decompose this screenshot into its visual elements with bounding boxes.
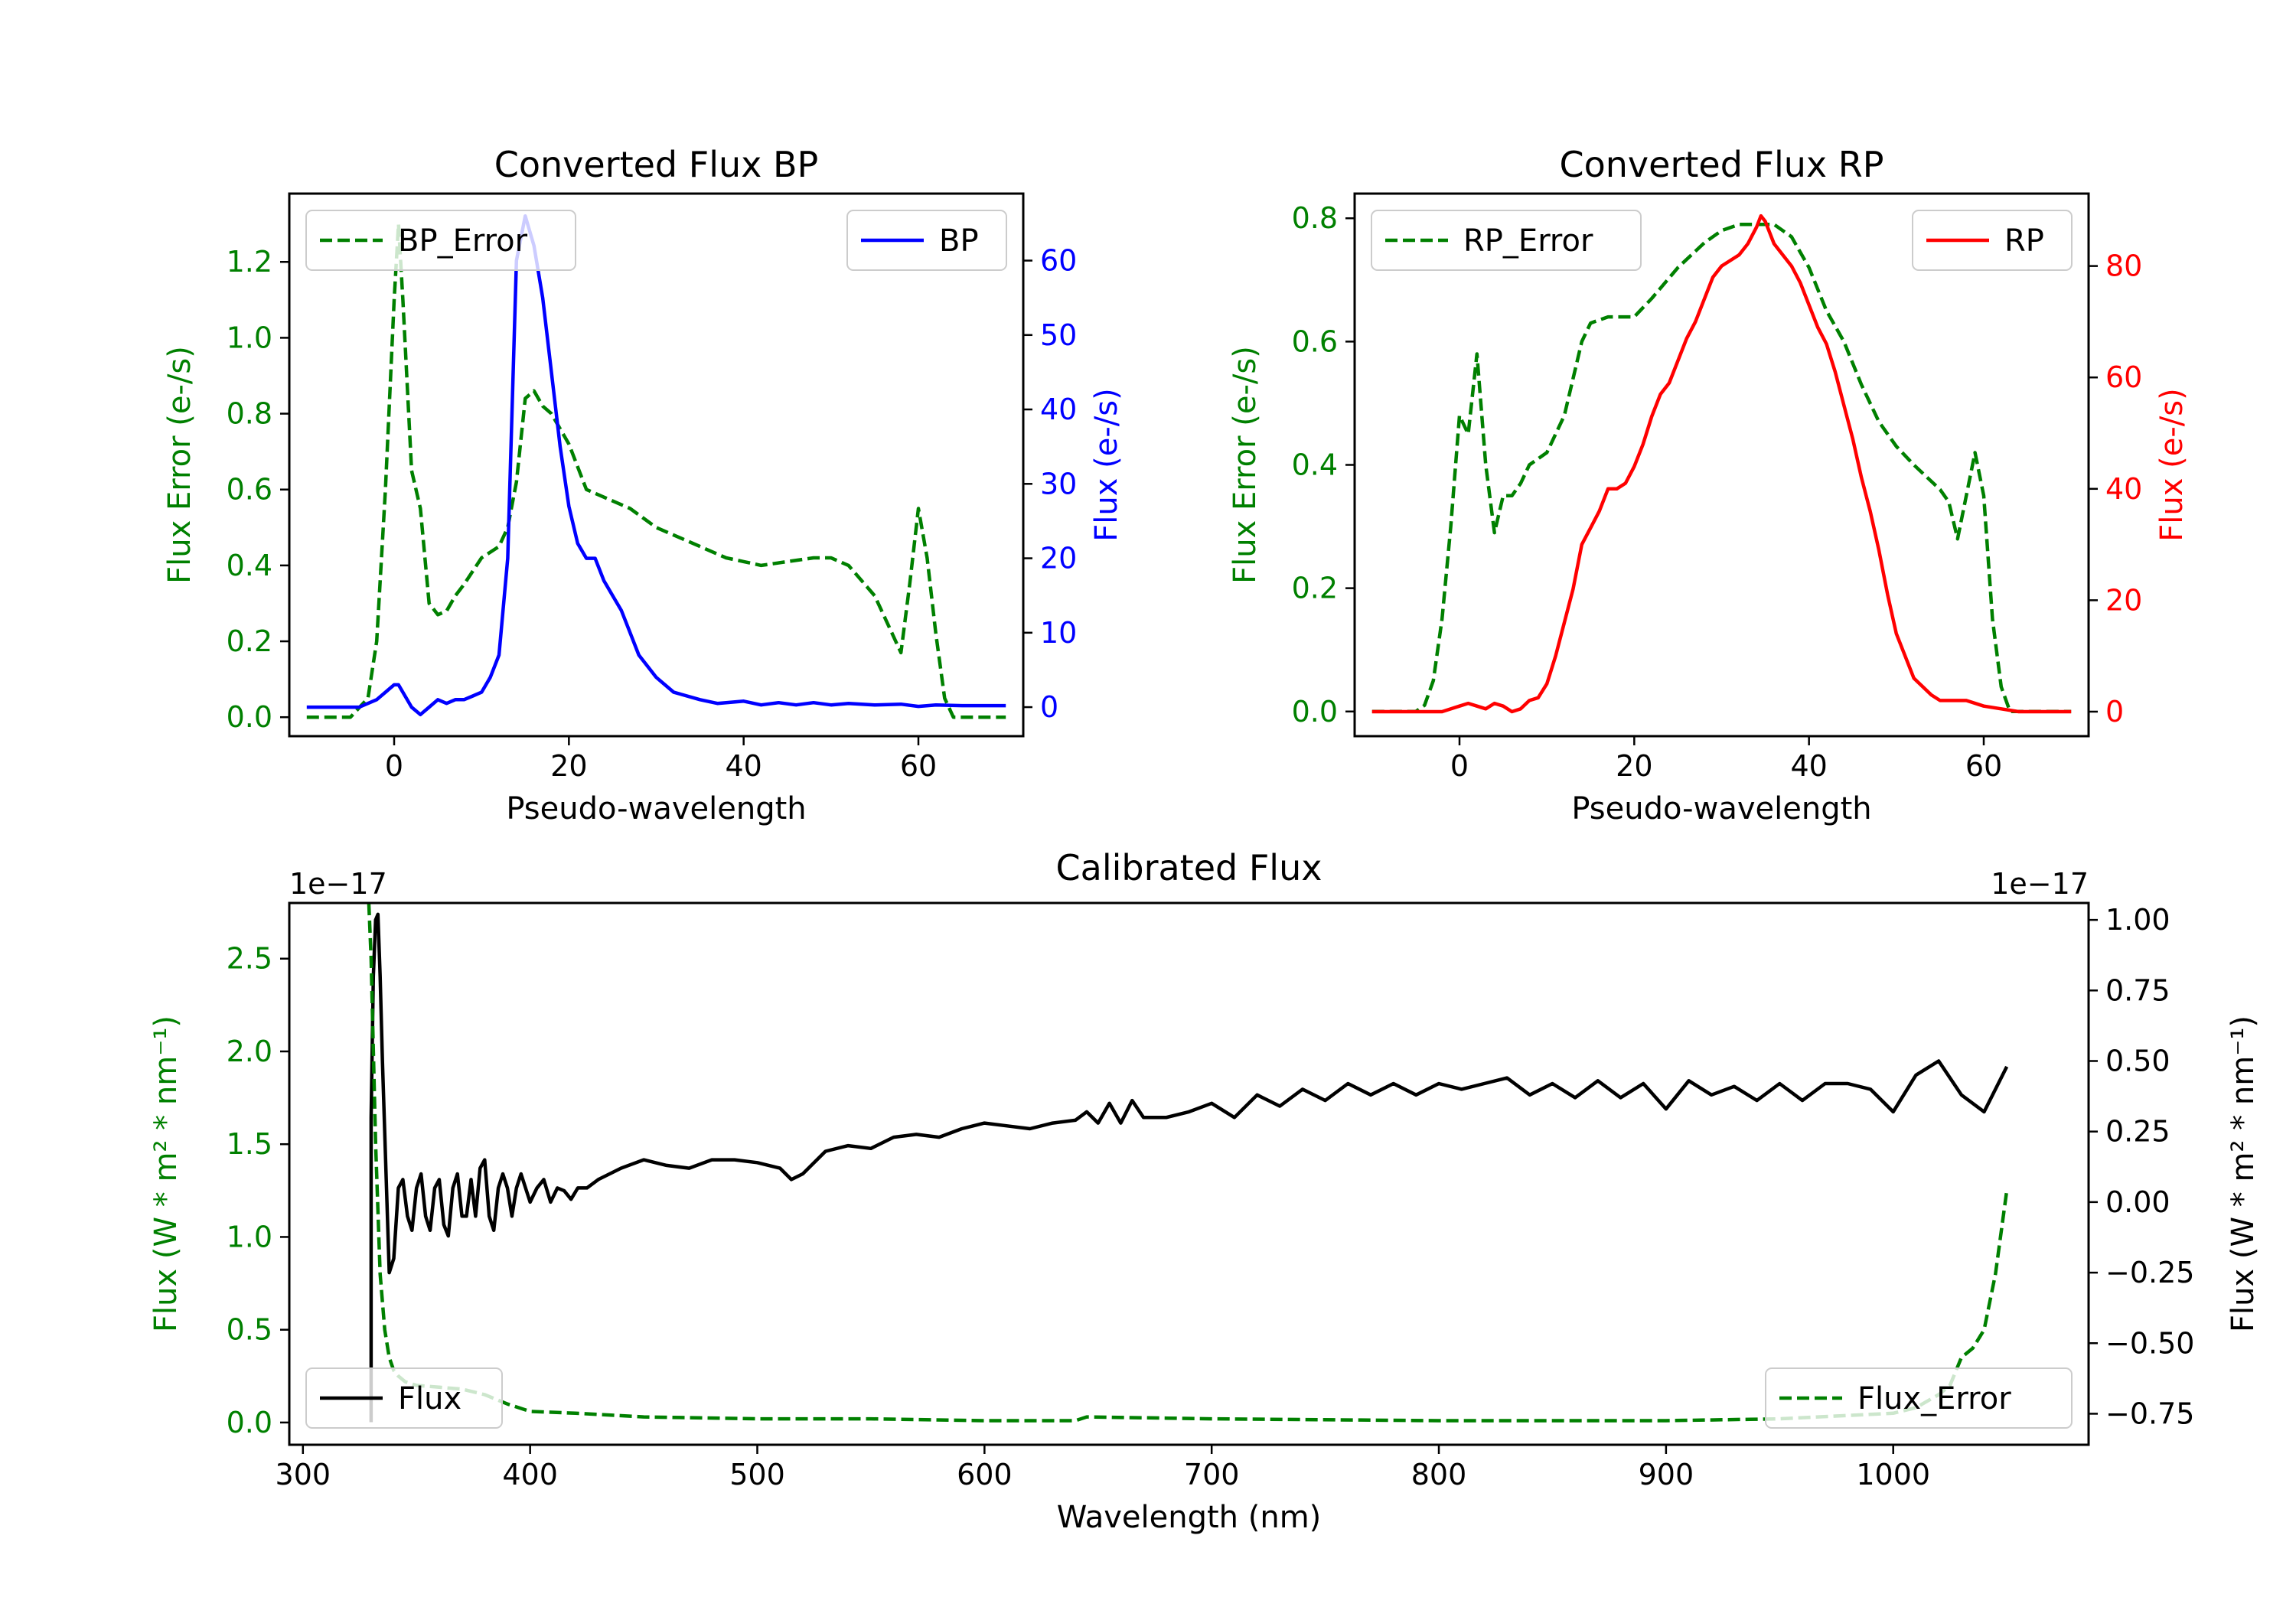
x-axis-label: Wavelength (nm) bbox=[1057, 1500, 1322, 1535]
x-tick-label: 500 bbox=[729, 1458, 785, 1491]
x-axis-label: Pseudo-wavelength bbox=[1571, 791, 1871, 826]
y-right-tick-label: −0.75 bbox=[2105, 1397, 2194, 1430]
x-tick-label: 40 bbox=[1790, 749, 1827, 783]
legend-flux: Flux bbox=[305, 1367, 503, 1429]
x-tick-label: 800 bbox=[1411, 1458, 1467, 1491]
y-right-tick-label: 80 bbox=[2105, 249, 2142, 283]
legend-flux-error: Flux_Error bbox=[1765, 1367, 2073, 1429]
chart-title: Calibrated Flux bbox=[1056, 847, 1322, 888]
y-right-tick-label: 10 bbox=[1040, 616, 1077, 650]
y-left-tick-label: 0.2 bbox=[1292, 572, 1338, 605]
x-tick-label: 20 bbox=[550, 749, 587, 783]
legend-rp: RP bbox=[1912, 210, 2073, 271]
axes-frame bbox=[288, 901, 2090, 1446]
series-line-flux bbox=[369, 912, 2009, 1423]
chart-title: Converted Flux BP bbox=[494, 144, 819, 185]
x-tick-label: 40 bbox=[725, 749, 762, 783]
series-line-rp bbox=[1371, 214, 2072, 714]
y-right-tick-label: 0 bbox=[1040, 690, 1058, 724]
y-right-tick-label: 60 bbox=[1040, 244, 1077, 278]
y-left-axis-label: Flux Error (e-/s) bbox=[162, 346, 197, 584]
y-left-axis-label: Flux (W * m² * nm⁻¹) bbox=[148, 1015, 184, 1332]
y-left-tick-label: 0.4 bbox=[227, 549, 272, 582]
panel-calibrated-flux: Calibrated Flux 300 400 500 600 700 800 900 1000… bbox=[148, 847, 2261, 1535]
y-left-tick-label: 0.8 bbox=[227, 397, 272, 431]
y-right-tick-label: −0.25 bbox=[2105, 1256, 2194, 1289]
legend-bp-error: BP_Error bbox=[305, 210, 576, 271]
y-left-tick-label: 1.0 bbox=[227, 1220, 272, 1253]
legend-label: Flux bbox=[398, 1381, 461, 1416]
y-left-axis-label: Flux Error (e-/s) bbox=[1228, 346, 1263, 584]
y-right-tick-label: 1.00 bbox=[2105, 903, 2170, 937]
x-tick-label: 600 bbox=[957, 1458, 1013, 1491]
y-right-tick-label: 60 bbox=[2105, 360, 2142, 394]
y-right-tick-label: 30 bbox=[1040, 467, 1077, 500]
x-axis-label: Pseudo-wavelength bbox=[506, 791, 806, 826]
x-tick-label: 60 bbox=[900, 749, 937, 783]
y-right-tick-label: 20 bbox=[1040, 542, 1077, 575]
y-right-tick-label: 0 bbox=[2105, 695, 2124, 729]
y-left-tick-label: 0.4 bbox=[1292, 448, 1338, 482]
y-left-tick-label: 0.5 bbox=[227, 1313, 272, 1347]
legend-label: RP_Error bbox=[1463, 223, 1593, 259]
x-tick-label: 400 bbox=[502, 1458, 558, 1491]
x-tick-label: 0 bbox=[385, 749, 403, 783]
y-left-tick-label: 0.8 bbox=[1292, 201, 1338, 235]
y-left-tick-label: 1.0 bbox=[227, 321, 272, 354]
y-left-tick-label: 2.5 bbox=[227, 942, 272, 976]
y-left-tick-label: 1.2 bbox=[227, 245, 272, 279]
y-right-tick-label: 0.25 bbox=[2105, 1115, 2170, 1149]
y-left-tick-label: 0.0 bbox=[227, 700, 272, 734]
legend-label: BP bbox=[939, 223, 979, 259]
y-right-tick-label: 0.00 bbox=[2105, 1185, 2170, 1219]
y-right-axis-label: Flux (e-/s) bbox=[1089, 388, 1124, 541]
series-line-bp bbox=[306, 214, 1006, 717]
y-right-tick-label: 0.75 bbox=[2105, 973, 2170, 1007]
y-right-axis-label: Flux (W * m² * nm⁻¹) bbox=[2226, 1015, 2261, 1332]
y-right-axis-label: Flux (e-/s) bbox=[2154, 388, 2190, 541]
y-right-tick-label: 20 bbox=[2105, 583, 2142, 617]
legend-box bbox=[305, 1367, 503, 1429]
y-left-tick-label: 0.2 bbox=[227, 624, 272, 658]
x-tick-label: 20 bbox=[1616, 749, 1652, 783]
chart-title: Converted Flux RP bbox=[1560, 144, 1884, 185]
legend-box bbox=[305, 210, 576, 271]
legend-bp: BP bbox=[846, 210, 1007, 271]
legend-label: Flux_Error bbox=[1857, 1381, 2011, 1416]
y-right-tick-label: 40 bbox=[2105, 472, 2142, 506]
y-right-tick-label: −0.50 bbox=[2105, 1326, 2194, 1360]
x-tick-label: 900 bbox=[1639, 1458, 1694, 1491]
y-left-offset-label: 1e−17 bbox=[289, 867, 387, 901]
y-left-tick-label: 0.6 bbox=[227, 473, 272, 507]
legend-box bbox=[1765, 1367, 2073, 1429]
panel-converted-flux-rp: Converted Flux RP 0 20 40 60 0.0 0.2 0.4 0.6 0.8 0… bbox=[1228, 144, 2190, 826]
x-tick-label: 60 bbox=[1965, 749, 2002, 783]
y-right-tick-label: 40 bbox=[1040, 393, 1077, 426]
y-right-tick-label: 50 bbox=[1040, 318, 1077, 352]
legend-label: BP_Error bbox=[398, 223, 528, 259]
x-tick-label: 1000 bbox=[1856, 1458, 1930, 1491]
y-left-tick-label: 2.0 bbox=[227, 1035, 272, 1068]
legend-box bbox=[846, 210, 1007, 271]
axes-frame bbox=[288, 192, 1025, 738]
legend-rp-error: RP_Error bbox=[1371, 210, 1642, 271]
y-right-offset-label: 1e−17 bbox=[1991, 867, 2089, 901]
y-left-tick-label: 0.0 bbox=[1292, 695, 1338, 729]
x-tick-label: 0 bbox=[1450, 749, 1469, 783]
x-tick-label: 700 bbox=[1184, 1458, 1240, 1491]
y-right-tick-label: 0.50 bbox=[2105, 1045, 2170, 1078]
panel-converted-flux-bp: Converted Flux BP 0 20 40 60 0.0 0.2 0.4 0.6 0.8 1… bbox=[162, 144, 1124, 826]
legend-label: RP bbox=[2004, 223, 2044, 259]
series-line-bp-error bbox=[306, 222, 1006, 719]
y-left-tick-label: 1.5 bbox=[227, 1127, 272, 1161]
y-left-tick-label: 0.0 bbox=[227, 1406, 272, 1439]
x-tick-label: 300 bbox=[276, 1458, 331, 1491]
y-left-tick-label: 0.6 bbox=[1292, 324, 1338, 358]
legend-box bbox=[1371, 210, 1642, 271]
legend-box bbox=[1912, 210, 2073, 271]
